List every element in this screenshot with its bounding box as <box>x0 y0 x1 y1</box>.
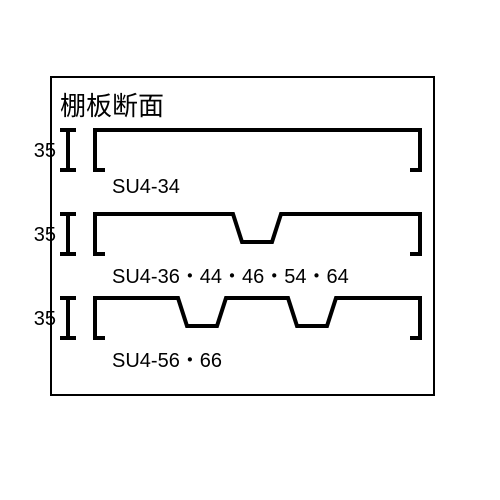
dim-label-1: 35 <box>16 224 56 247</box>
profile-path-2 <box>95 298 420 338</box>
dim-bracket-2 <box>60 298 76 338</box>
profile-path-0 <box>95 130 420 170</box>
dim-label-2: 35 <box>16 308 56 331</box>
profile-label-1: SU4-36・44・46・54・64 <box>112 260 349 289</box>
diagram-stage: 棚板断面35SU4-3435SU4-36・44・46・54・6435SU4-56… <box>0 0 500 500</box>
profile-label-2: SU4-56・66 <box>112 344 222 373</box>
profiles-svg <box>0 0 500 500</box>
dim-label-0: 35 <box>16 140 56 163</box>
dim-bracket-1 <box>60 214 76 254</box>
profile-label-0: SU4-34 <box>112 176 180 199</box>
dim-bracket-0 <box>60 130 76 170</box>
profile-path-1 <box>95 214 420 254</box>
